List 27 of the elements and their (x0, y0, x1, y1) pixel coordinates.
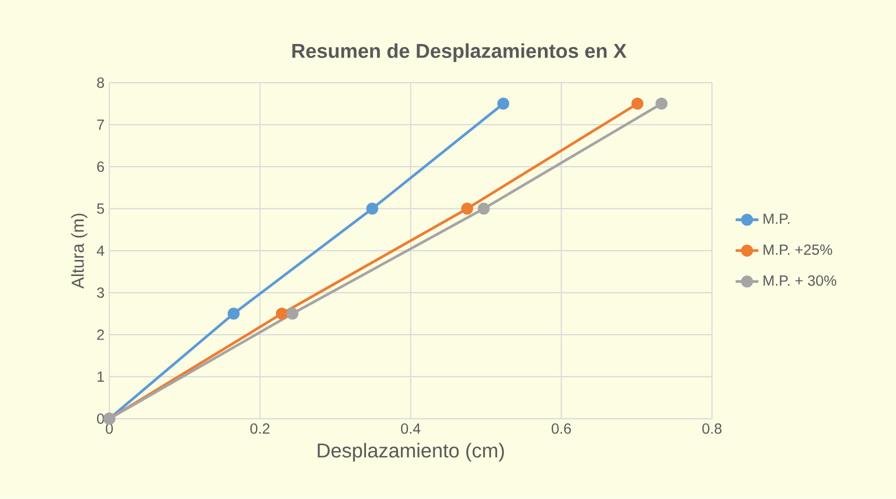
x-tick-label: 0.6 (552, 424, 571, 434)
y-tick-label: 6 (97, 162, 104, 172)
point (276, 308, 288, 320)
point (286, 308, 298, 320)
point (228, 308, 240, 320)
chart-title: Resumen de Desplazamientos en X (292, 43, 626, 62)
point (497, 98, 510, 110)
x-tick-label: 0.8 (702, 424, 722, 434)
point (366, 202, 378, 215)
point (656, 98, 668, 110)
point (631, 98, 644, 110)
y-tick-label: 2 (97, 330, 104, 340)
x-tick-label: 0.4 (401, 424, 420, 434)
legend-label: M.P. +25% (764, 244, 832, 256)
y-tick-label: 4 (96, 246, 104, 256)
y-tick-label: 1 (98, 372, 104, 382)
x-tick-label: 0.2 (250, 424, 270, 434)
point (461, 202, 474, 215)
y-tick-label: 5 (97, 204, 104, 214)
y-tick-label: 3 (97, 288, 104, 298)
x-axis-title: Desplazamiento (cm) (318, 443, 504, 462)
legend-label: M.P. + 30% (764, 276, 836, 286)
y-tick-label: 7 (97, 120, 104, 130)
legend-label: M.P. (764, 214, 790, 224)
y-axis-title: Altura (m) (71, 214, 88, 289)
point (478, 202, 490, 215)
y-tick-label: 8 (97, 78, 104, 88)
